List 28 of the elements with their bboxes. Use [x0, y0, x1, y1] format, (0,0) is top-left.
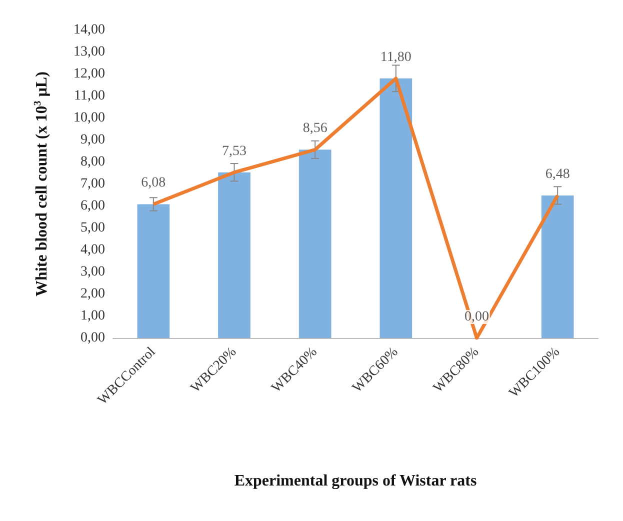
data-label: 7,53: [222, 144, 246, 159]
data-label: 8,56: [302, 121, 328, 136]
y-tick-label: 3,00: [80, 264, 105, 280]
y-tick-label: 11,00: [74, 88, 105, 104]
y-tick-label: 7,00: [80, 176, 105, 192]
data-label: 11,80: [380, 50, 412, 65]
y-tick-label: 0,00: [80, 330, 105, 346]
y-tick-label: 6,00: [80, 198, 105, 214]
y-tick-label: 9,00: [80, 132, 105, 148]
bar: [298, 150, 332, 338]
y-tick-label: 2,00: [80, 286, 105, 302]
bar: [380, 78, 412, 338]
bar: [541, 195, 574, 338]
y-tick-label: 13,00: [74, 44, 105, 60]
bar: [218, 172, 250, 338]
data-label: 6,08: [141, 176, 166, 191]
y-tick-label: 8,00: [80, 154, 105, 170]
y-tick-label: 14,00: [74, 22, 105, 38]
y-tick-label: 10,00: [74, 110, 105, 126]
y-tick-label: 12,00: [74, 66, 105, 82]
bar: [137, 204, 170, 338]
y-tick-label: 1,00: [80, 308, 105, 324]
y-tick-label: 5,00: [80, 220, 105, 236]
data-label: 6,48: [545, 166, 570, 182]
data-label: 0,00: [464, 310, 489, 324]
y-tick-label: 4,00: [80, 242, 105, 258]
x-axis-title: Experimental groups of Wistar rats: [234, 472, 477, 490]
y-axis-title: White blood cell count (x 103 µL): [32, 72, 50, 296]
